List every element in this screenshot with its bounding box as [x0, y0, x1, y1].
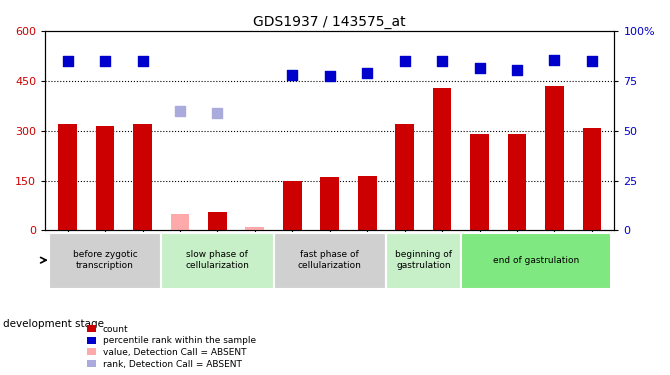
Bar: [461, 234, 610, 290]
Bar: [96, 126, 115, 230]
Bar: [273, 234, 386, 290]
Text: end of gastrulation: end of gastrulation: [492, 256, 579, 265]
Point: [549, 57, 560, 63]
Bar: [508, 134, 527, 230]
Point: [287, 72, 297, 78]
Bar: [470, 134, 489, 230]
Text: before zygotic
transcription: before zygotic transcription: [72, 251, 137, 270]
Point: [137, 58, 148, 64]
Point: [100, 58, 111, 64]
Point: [62, 58, 73, 64]
Title: GDS1937 / 143575_at: GDS1937 / 143575_at: [253, 15, 406, 29]
Bar: [582, 128, 601, 230]
Text: beginning of
gastrulation: beginning of gastrulation: [395, 251, 452, 270]
Point: [474, 65, 485, 71]
Point: [512, 66, 523, 72]
Bar: [208, 212, 226, 230]
Point: [399, 58, 410, 64]
Bar: [320, 177, 339, 230]
Bar: [245, 227, 264, 230]
Text: development stage: development stage: [3, 320, 105, 329]
Bar: [283, 181, 302, 230]
Bar: [171, 214, 190, 230]
Bar: [433, 88, 452, 230]
Point: [175, 108, 186, 114]
Bar: [161, 234, 273, 290]
Bar: [545, 86, 563, 230]
Bar: [133, 124, 152, 230]
Bar: [386, 234, 461, 290]
Point: [437, 58, 448, 64]
Bar: [58, 124, 77, 230]
Point: [212, 110, 222, 116]
Text: slow phase of
cellularization: slow phase of cellularization: [186, 251, 249, 270]
Point: [324, 73, 335, 79]
Text: fast phase of
cellularization: fast phase of cellularization: [297, 251, 362, 270]
Point: [362, 70, 373, 76]
Bar: [49, 234, 161, 290]
Bar: [358, 176, 377, 230]
Bar: [395, 124, 414, 230]
Point: [586, 58, 597, 64]
Legend: count, percentile rank within the sample, value, Detection Call = ABSENT, rank, : count, percentile rank within the sample…: [85, 323, 258, 370]
